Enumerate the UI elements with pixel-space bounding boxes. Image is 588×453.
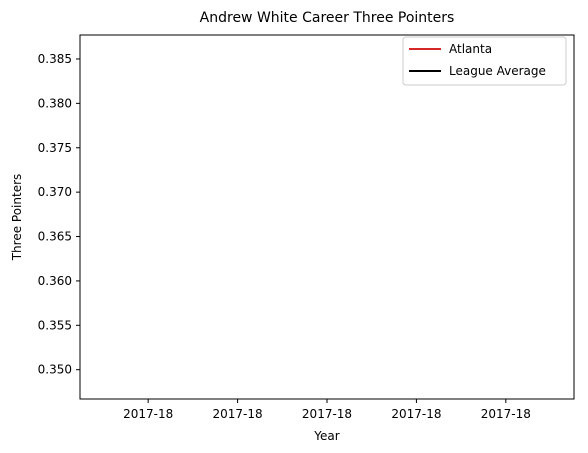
x-axis-title: Year: [313, 429, 339, 443]
y-tick-label: 0.385: [38, 52, 72, 66]
y-tick-label: 0.360: [38, 274, 72, 288]
x-tick-label: 2017-18: [481, 407, 531, 421]
legend-label-atlanta: Atlanta: [449, 42, 492, 56]
y-axis: 0.350 0.355 0.360 0.365 0.370 0.375 0.380 0.385: [38, 52, 80, 377]
y-tick-label: 0.375: [38, 141, 72, 155]
x-tick-label: 2017-18: [391, 407, 441, 421]
y-tick-label: 0.350: [38, 363, 72, 377]
x-tick-label: 2017-18: [213, 407, 263, 421]
x-tick-label: 2017-18: [302, 407, 352, 421]
y-tick-label: 0.355: [38, 318, 72, 332]
legend: Atlanta League Average: [402, 36, 567, 86]
legend-box: [402, 36, 567, 86]
y-tick-label: 0.380: [38, 96, 72, 110]
y-axis-title: Three Pointers: [10, 174, 24, 262]
chart-title: Andrew White Career Three Pointers: [200, 10, 455, 26]
legend-label-league-average: League Average: [449, 64, 546, 78]
x-tick-label: 2017-18: [123, 407, 173, 421]
y-tick-label: 0.365: [38, 230, 72, 244]
y-tick-label: 0.370: [38, 185, 72, 199]
plot-area: [79, 34, 575, 400]
x-axis: 2017-18 2017-18 2017-18 2017-18 2017-18: [123, 399, 531, 421]
